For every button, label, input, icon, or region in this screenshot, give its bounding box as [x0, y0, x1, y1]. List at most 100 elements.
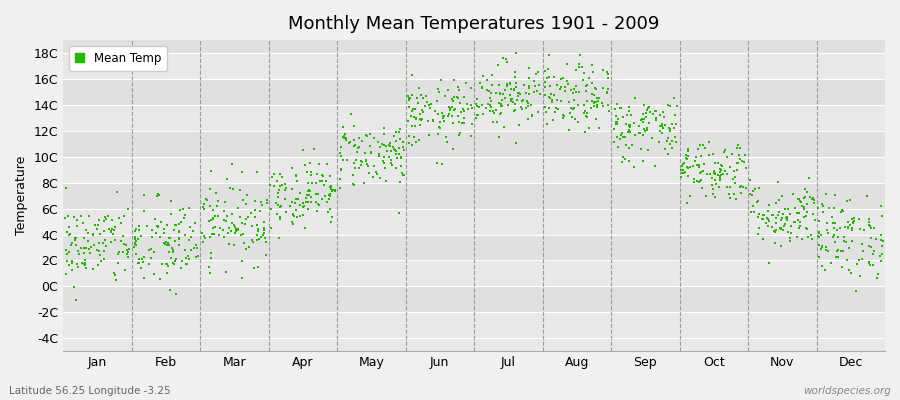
Point	[227, 242, 241, 248]
Point	[452, 87, 466, 94]
Point	[814, 263, 829, 270]
Point	[224, 211, 238, 217]
Point	[491, 100, 506, 107]
Point	[309, 199, 323, 206]
Point	[542, 94, 556, 100]
Point	[228, 230, 242, 236]
Point	[292, 202, 307, 208]
Point	[730, 144, 744, 151]
Point	[747, 209, 761, 215]
Point	[357, 150, 372, 156]
Point	[252, 236, 266, 242]
Point	[299, 195, 313, 202]
Point	[132, 256, 147, 262]
Point	[517, 82, 531, 89]
Point	[782, 235, 796, 241]
Point	[516, 96, 530, 103]
Point	[67, 213, 81, 220]
Point	[130, 259, 145, 266]
Point	[760, 220, 774, 226]
Point	[649, 108, 663, 114]
Point	[760, 215, 775, 222]
Point	[634, 116, 648, 123]
Point	[521, 116, 535, 122]
Point	[769, 227, 783, 233]
Point	[793, 219, 807, 225]
Point	[824, 260, 838, 266]
Point	[608, 106, 622, 112]
Point	[90, 247, 104, 253]
Point	[456, 106, 471, 113]
Point	[469, 100, 483, 107]
Point	[195, 229, 210, 236]
Point	[346, 182, 361, 188]
Point	[578, 107, 592, 114]
Point	[716, 162, 730, 169]
Point	[431, 111, 446, 117]
Point	[260, 200, 274, 206]
Point	[746, 203, 760, 210]
Point	[677, 160, 691, 166]
Point	[493, 90, 508, 96]
Point	[866, 262, 880, 268]
Point	[120, 250, 134, 257]
Point	[70, 217, 85, 223]
Point	[867, 225, 881, 232]
Point	[437, 113, 452, 120]
Point	[513, 91, 527, 97]
Point	[90, 226, 104, 232]
Point	[333, 166, 347, 172]
Point	[653, 128, 668, 134]
Point	[185, 228, 200, 234]
Point	[571, 102, 585, 108]
Point	[609, 120, 624, 126]
Point	[206, 207, 220, 214]
Point	[296, 147, 310, 153]
Point	[711, 160, 725, 166]
Point	[250, 169, 265, 176]
Point	[568, 116, 582, 122]
Point	[227, 222, 241, 228]
Bar	[63, 105, 885, 131]
Point	[347, 142, 362, 148]
Point	[68, 235, 82, 242]
Point	[301, 188, 315, 194]
Point	[546, 92, 561, 98]
Point	[516, 106, 530, 112]
Point	[616, 134, 631, 140]
Point	[176, 206, 190, 212]
Point	[794, 199, 808, 205]
Y-axis label: Temperature: Temperature	[15, 156, 28, 235]
Point	[310, 170, 325, 177]
Point	[811, 254, 825, 260]
Point	[828, 239, 842, 246]
Point	[532, 82, 546, 88]
Point	[299, 199, 313, 206]
Point	[845, 238, 859, 244]
Point	[807, 216, 822, 223]
Point	[238, 246, 253, 252]
Point	[77, 260, 92, 266]
Point	[78, 265, 93, 272]
Point	[86, 230, 100, 237]
Point	[69, 297, 84, 303]
Point	[589, 115, 603, 122]
Point	[208, 213, 222, 219]
Point	[855, 240, 869, 247]
Point	[256, 218, 271, 225]
Point	[172, 234, 186, 241]
Point	[140, 223, 154, 230]
Point	[135, 256, 149, 262]
Point	[648, 117, 662, 123]
Point	[662, 141, 677, 147]
Point	[178, 212, 193, 218]
Point	[77, 235, 92, 241]
Point	[843, 270, 858, 276]
Point	[264, 225, 278, 231]
Point	[826, 205, 841, 211]
Point	[338, 134, 352, 141]
Point	[393, 126, 408, 132]
Point	[582, 75, 597, 82]
Point	[396, 172, 410, 178]
Point	[402, 104, 417, 110]
